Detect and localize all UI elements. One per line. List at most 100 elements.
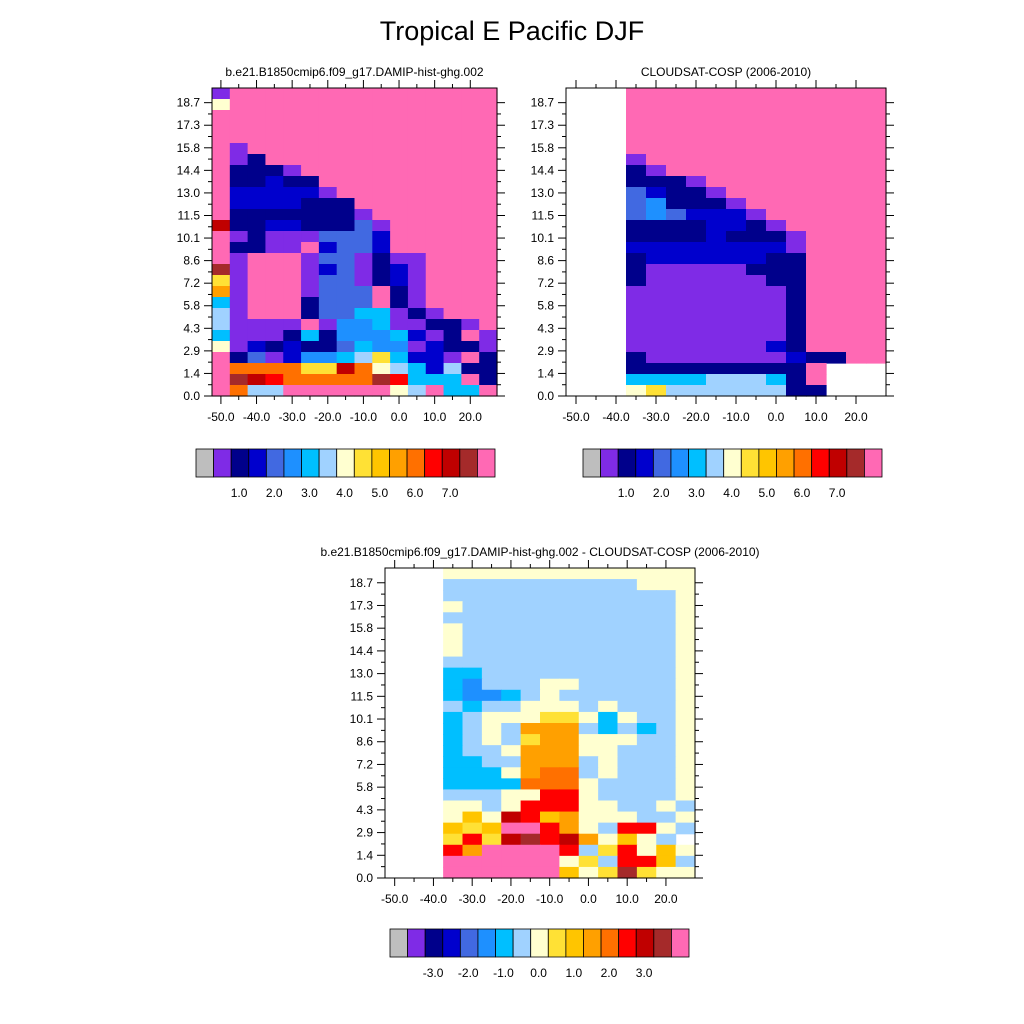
heatmap-cell bbox=[247, 297, 267, 309]
heatmap-cell bbox=[846, 297, 867, 309]
colorbar-swatch bbox=[635, 448, 654, 478]
heatmap-cell bbox=[354, 374, 373, 386]
heatmap-cell bbox=[656, 767, 677, 779]
heatmap-cell bbox=[354, 330, 373, 342]
heatmap-cell bbox=[746, 187, 767, 199]
x-tick-label: -50.0 bbox=[381, 892, 409, 906]
heatmap-cell bbox=[229, 242, 249, 254]
heatmap-cell bbox=[479, 374, 498, 386]
heatmap-cell bbox=[479, 330, 498, 342]
heatmap-cell bbox=[656, 678, 677, 691]
heatmap-cell bbox=[786, 242, 807, 254]
heatmap-cell bbox=[617, 833, 638, 846]
heatmap-cell bbox=[461, 264, 480, 276]
heatmap-cell bbox=[229, 154, 249, 166]
y-tick-label: 7.2 bbox=[356, 757, 373, 771]
heatmap-cell bbox=[617, 579, 638, 591]
heatmap-cell bbox=[866, 154, 887, 166]
heatmap-cell bbox=[636, 700, 657, 713]
heatmap-cell bbox=[390, 363, 409, 375]
heatmap-cell bbox=[229, 253, 249, 265]
heatmap-cell bbox=[372, 330, 391, 342]
heatmap-cell bbox=[666, 363, 687, 375]
heatmap-cell bbox=[636, 734, 657, 746]
heatmap-cell bbox=[425, 154, 445, 166]
heatmap-cell bbox=[318, 374, 338, 386]
heatmap-cell bbox=[443, 590, 464, 602]
heatmap-cell bbox=[265, 198, 284, 210]
heatmap-cell bbox=[826, 242, 847, 254]
heatmap-cell bbox=[746, 253, 767, 265]
heatmap-cell bbox=[407, 143, 427, 155]
heatmap-cell bbox=[425, 99, 445, 111]
heatmap-cell bbox=[265, 352, 284, 364]
colorbar-swatch bbox=[671, 928, 690, 958]
heatmap-cell bbox=[846, 231, 867, 243]
x-tick-label: -40.0 bbox=[243, 410, 271, 424]
heatmap-cell bbox=[656, 700, 677, 713]
heatmap-cell bbox=[520, 778, 541, 791]
heatmap-cell bbox=[578, 756, 599, 768]
heatmap-cell bbox=[866, 110, 887, 122]
heatmap-cell bbox=[766, 253, 787, 265]
heatmap-cell bbox=[354, 264, 373, 276]
heatmap-cell bbox=[372, 264, 391, 276]
heatmap-cell bbox=[407, 231, 427, 243]
heatmap-cell bbox=[786, 88, 807, 100]
heatmap-cell bbox=[626, 385, 647, 397]
heatmap-cell bbox=[481, 645, 502, 658]
heatmap-cell bbox=[479, 341, 498, 353]
heatmap-cell bbox=[826, 132, 847, 144]
heatmap-cell bbox=[479, 99, 498, 111]
heatmap-cell bbox=[726, 99, 747, 111]
heatmap-cell bbox=[646, 121, 667, 133]
heatmap-cell bbox=[479, 286, 498, 298]
heatmap-cell bbox=[229, 308, 249, 320]
heatmap-cell bbox=[372, 176, 391, 188]
heatmap-cell bbox=[598, 711, 619, 724]
y-tick-label: 18.7 bbox=[177, 96, 201, 110]
heatmap-cell bbox=[617, 778, 638, 791]
heatmap-cell bbox=[481, 745, 502, 757]
heatmap-cell bbox=[229, 187, 249, 199]
heatmap-cell bbox=[726, 352, 747, 364]
heatmap-cell bbox=[212, 341, 231, 353]
y-tick-label: 1.4 bbox=[356, 848, 373, 862]
heatmap-cell bbox=[636, 855, 657, 868]
heatmap-cell bbox=[301, 176, 320, 188]
x-tick-label: 0.0 bbox=[768, 410, 785, 424]
heatmap-cell bbox=[766, 110, 787, 122]
heatmap-cell bbox=[407, 121, 427, 133]
heatmap-cell bbox=[336, 176, 356, 188]
heatmap-cell bbox=[686, 341, 707, 353]
heatmap-cell bbox=[481, 822, 502, 835]
heatmap-cell bbox=[766, 132, 787, 144]
heatmap-cell bbox=[726, 154, 747, 166]
heatmap-cell bbox=[283, 88, 302, 100]
heatmap-cell bbox=[686, 352, 707, 364]
heatmap-cell bbox=[706, 88, 727, 100]
heatmap-cell bbox=[846, 253, 867, 265]
heatmap-cell bbox=[559, 855, 580, 868]
heatmap-cell bbox=[706, 286, 727, 298]
heatmap-cell bbox=[806, 110, 827, 122]
colorbar-label: 2.0 bbox=[653, 486, 670, 500]
heatmap-cell bbox=[626, 176, 647, 188]
colorbar-swatch bbox=[248, 448, 267, 478]
heatmap-cell bbox=[636, 623, 657, 636]
heatmap-cell bbox=[301, 220, 320, 232]
heatmap-cell bbox=[354, 110, 373, 122]
heatmap-cell bbox=[372, 352, 391, 364]
heatmap-cell bbox=[726, 264, 747, 276]
heatmap-cell bbox=[462, 844, 483, 857]
heatmap-cell bbox=[706, 352, 727, 364]
heatmap-cell bbox=[675, 767, 696, 779]
heatmap-cell bbox=[646, 242, 667, 254]
heatmap-cell bbox=[501, 723, 522, 735]
heatmap-cell bbox=[656, 601, 677, 613]
heatmap-cell bbox=[336, 187, 356, 199]
heatmap-cell bbox=[686, 330, 707, 342]
heatmap-cell bbox=[407, 154, 427, 166]
colorbar-swatch bbox=[424, 928, 444, 958]
heatmap-cell bbox=[354, 253, 373, 265]
